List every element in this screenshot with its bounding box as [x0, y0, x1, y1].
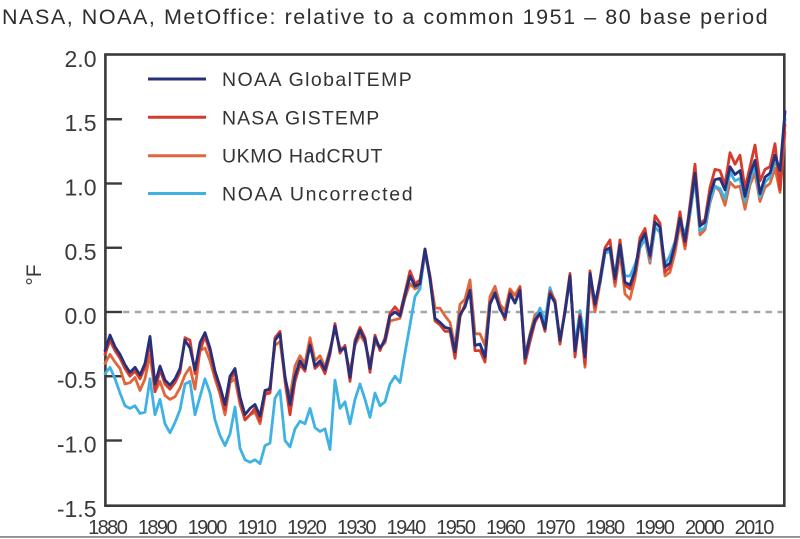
svg-text:NOAA Uncorrected: NOAA Uncorrected	[222, 184, 414, 206]
svg-text:NASA GISTEMP: NASA GISTEMP	[222, 107, 380, 129]
svg-text:NOAA GlobalTEMP: NOAA GlobalTEMP	[222, 69, 413, 91]
svg-text:1.0: 1.0	[65, 175, 97, 201]
svg-text:2.0: 2.0	[65, 46, 97, 72]
svg-text:°F: °F	[23, 264, 46, 285]
svg-text:2000: 2000	[685, 517, 725, 539]
svg-text:2010: 2010	[735, 517, 775, 539]
svg-text:0.0: 0.0	[65, 303, 97, 329]
svg-text:1880: 1880	[88, 517, 128, 539]
svg-text:1910: 1910	[237, 517, 277, 539]
svg-text:1960: 1960	[486, 517, 526, 539]
svg-text:1950: 1950	[436, 517, 476, 539]
svg-text:0.5: 0.5	[65, 239, 97, 265]
svg-text:1970: 1970	[536, 517, 576, 539]
svg-text:1.5: 1.5	[65, 110, 97, 136]
svg-text:UKMO HadCRUT: UKMO HadCRUT	[222, 146, 383, 168]
svg-text:1980: 1980	[585, 517, 625, 539]
svg-text:1990: 1990	[635, 517, 675, 539]
svg-text:1940: 1940	[387, 517, 427, 539]
svg-text:1930: 1930	[337, 517, 377, 539]
svg-text:NASA, NOAA, MetOffice: relativ: NASA, NOAA, MetOffice: relative to a com…	[2, 5, 769, 29]
svg-text:1900: 1900	[188, 517, 228, 539]
svg-text:-1.0: -1.0	[57, 432, 97, 458]
svg-text:-0.5: -0.5	[57, 367, 97, 393]
svg-text:1890: 1890	[138, 517, 178, 539]
svg-text:1920: 1920	[287, 517, 327, 539]
svg-text:-1.5: -1.5	[57, 496, 97, 522]
